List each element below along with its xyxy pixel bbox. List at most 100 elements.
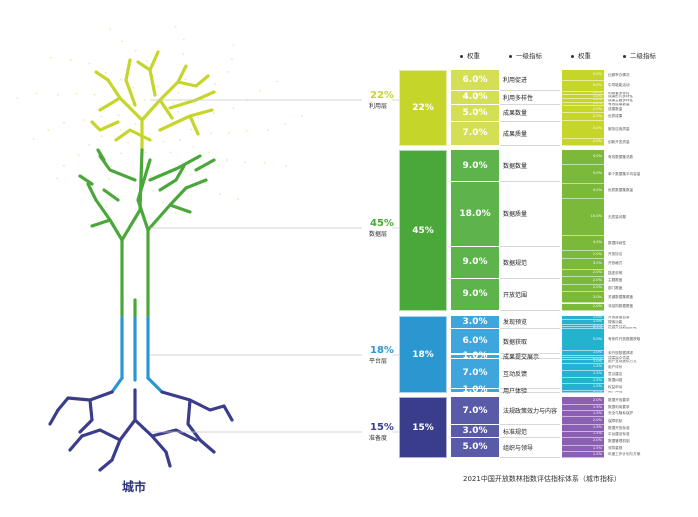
crown-dot [194, 102, 197, 105]
crown-dot [104, 72, 107, 74]
level2-weight: 1.5% [562, 451, 604, 458]
level1-name: 数据获取 [500, 329, 560, 355]
level1-weight: 5.0% [451, 104, 499, 122]
crown-branch [188, 114, 200, 136]
level2-weight: 0.5% [562, 390, 604, 393]
level1-weight: 18.0% [451, 182, 499, 247]
level2-weight: 1.5% [562, 405, 604, 412]
level2-name: 开放协议 [608, 252, 623, 257]
header-weight-2-text: 权重 [578, 52, 591, 60]
crown-branch [158, 98, 174, 120]
level2-weight: 2.0% [562, 113, 604, 121]
crown-dot [284, 165, 287, 167]
crown-dot [212, 112, 215, 115]
crown-dot [245, 129, 248, 132]
header-level2: 二级指标 [623, 50, 656, 60]
crown-dot [88, 62, 91, 65]
crown-dot [145, 60, 148, 62]
level2-name: 保障机制 [608, 418, 623, 423]
crown-dot [105, 205, 107, 208]
level2-weight: 4.0% [562, 183, 604, 199]
level2-name: 社会开放数据获取 [608, 327, 637, 330]
level1-name: 发现预览 [500, 316, 560, 329]
level2-name: 主题覆盖 [608, 278, 623, 283]
crown-dot [75, 92, 78, 95]
trunk-branch [90, 218, 112, 228]
level2-weight: 3.0% [562, 70, 604, 81]
level2-weight: 1.0% [562, 98, 604, 103]
layer-name-readiness: 准备度 [369, 435, 388, 442]
layer-weight-utilization: 22% [370, 90, 394, 101]
crown-dot [162, 140, 165, 143]
crown-dot [162, 201, 165, 204]
trunk-branch [94, 198, 124, 302]
crown-branch [106, 78, 144, 152]
crown-branch [94, 70, 110, 82]
crown-dot [119, 128, 122, 131]
level2-name: 数据管理机制 [608, 438, 630, 443]
crown-dot [77, 154, 80, 156]
level1-weight: 1.0% [451, 351, 499, 361]
header-weight-2: 权重 [571, 50, 591, 60]
layer-name-data: 数据层 [369, 231, 388, 238]
level2-weight: 5.0% [562, 329, 604, 352]
level1-name: 组织与领导 [500, 438, 560, 458]
crown-dot [259, 89, 262, 92]
level1-weight: 7.0% [451, 358, 499, 389]
level2-weight: 10.0% [562, 198, 604, 237]
level2-name: 成果数量 [608, 107, 623, 111]
level2-name: 数据纠错 [608, 378, 623, 383]
root-branch [186, 398, 202, 442]
level2-name: 数据持续性 [608, 240, 626, 245]
crown-dot [182, 53, 185, 56]
crown-dot [150, 175, 152, 178]
crown-dot [174, 212, 177, 215]
crown-branch [98, 96, 122, 112]
header-weight-1: 权重 [460, 50, 480, 60]
crown-dot [100, 135, 103, 138]
trunk-branch [148, 154, 202, 182]
level2-name: 用户评价 [608, 364, 623, 369]
level2-weight: 1.5% [562, 431, 604, 438]
level2-name: 利用者多样性 [608, 91, 630, 95]
crown-dot [266, 129, 269, 131]
crown-dot [119, 78, 122, 81]
crown-dot [284, 122, 287, 125]
crown-dot [232, 44, 235, 47]
level2-weight: 1.5% [562, 384, 604, 391]
level2-name: 优质数据集数量 [608, 188, 634, 193]
layer-weight-platform: 18% [370, 345, 394, 356]
city-label: 城市 [122, 480, 147, 494]
level2-name: 数据开放要求 [608, 398, 630, 403]
crown-dot [197, 116, 199, 119]
crown-dot [47, 129, 50, 131]
level2-name: 描述说明 [608, 270, 623, 275]
level2-name: 用户体验 [608, 390, 623, 393]
level2-name: 无质量问题 [608, 214, 626, 219]
header-level2-text: 二级指标 [630, 52, 656, 60]
level1-weight: 6.0% [451, 328, 499, 355]
crown-branch [140, 64, 188, 122]
level1-weight: 4.0% [451, 90, 499, 105]
trunk-branch [96, 148, 106, 162]
level1-name: 数据规范 [500, 247, 560, 279]
crown-dot [227, 132, 230, 135]
crown-dot [182, 38, 185, 41]
level2-weight: 3.0% [562, 258, 604, 270]
level2-weight: 2.0% [562, 277, 604, 285]
trunk-branch [194, 158, 216, 172]
level2-name: 有效成果数量 [608, 102, 630, 106]
level2-name: 优质成果 [608, 114, 623, 119]
crown-dot [49, 56, 52, 59]
crown-dot [70, 58, 72, 61]
trunk-segment [110, 376, 124, 394]
header-weight-1-text: 权重 [467, 52, 480, 60]
level2-name: 创新开发质量 [608, 139, 630, 144]
level2-weight: 1.5% [562, 411, 604, 418]
level2-name: 成果提交渠道 [608, 355, 630, 358]
level2-name: 用户互动提供方式 [608, 360, 637, 364]
crown-dot [171, 103, 174, 105]
trunk-branch [78, 174, 94, 186]
level2-weight: 1.5% [562, 425, 604, 432]
crown-dot [134, 49, 137, 52]
